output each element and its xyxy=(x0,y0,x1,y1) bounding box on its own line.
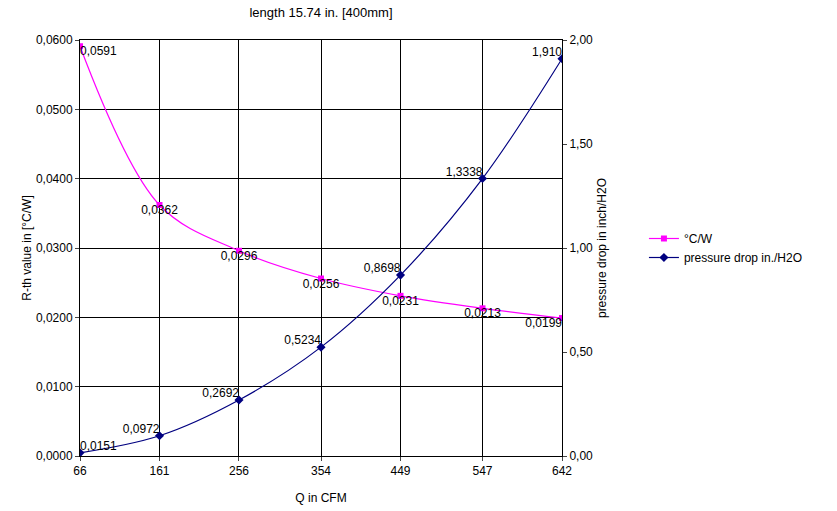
svg-text:0,0362: 0,0362 xyxy=(141,203,178,217)
svg-text:1,50: 1,50 xyxy=(569,137,593,151)
svg-text:1,00: 1,00 xyxy=(569,241,593,255)
svg-text:0,0400: 0,0400 xyxy=(36,172,73,186)
svg-text:0,0200: 0,0200 xyxy=(36,311,73,325)
svg-text:length 15.74 in. [400mm]: length 15.74 in. [400mm] xyxy=(249,5,392,20)
svg-text:0,0500: 0,0500 xyxy=(36,103,73,117)
svg-text:0,0972: 0,0972 xyxy=(123,422,160,436)
svg-text:0,0296: 0,0296 xyxy=(221,249,258,263)
svg-text:0,0300: 0,0300 xyxy=(36,241,73,255)
svg-text:0,50: 0,50 xyxy=(569,345,593,359)
svg-text:354: 354 xyxy=(311,464,331,478)
svg-text:547: 547 xyxy=(472,464,492,478)
svg-text:0,2692: 0,2692 xyxy=(202,386,239,400)
svg-text:2,00: 2,00 xyxy=(569,33,593,47)
svg-text:256: 256 xyxy=(229,464,249,478)
svg-text:°C/W: °C/W xyxy=(684,232,713,246)
svg-text:pressure drop in inch/H2O: pressure drop in inch/H2O xyxy=(595,178,609,318)
svg-text:0,0600: 0,0600 xyxy=(36,33,73,47)
svg-text:0,0000: 0,0000 xyxy=(36,449,73,463)
svg-text:R-th value in [°C/W]: R-th value in [°C/W] xyxy=(20,195,34,301)
svg-text:0,0199: 0,0199 xyxy=(525,316,562,330)
svg-text:0,0151: 0,0151 xyxy=(80,439,117,453)
svg-text:642: 642 xyxy=(552,464,572,478)
svg-text:0,8698: 0,8698 xyxy=(364,261,401,275)
svg-text:1,910: 1,910 xyxy=(532,45,562,59)
svg-text:0,5234: 0,5234 xyxy=(284,333,321,347)
svg-text:0,0591: 0,0591 xyxy=(80,44,117,58)
svg-text:161: 161 xyxy=(149,464,169,478)
svg-text:0,00: 0,00 xyxy=(569,449,593,463)
svg-text:0,0213: 0,0213 xyxy=(464,306,501,320)
svg-text:0,0256: 0,0256 xyxy=(303,277,340,291)
svg-text:0,0100: 0,0100 xyxy=(36,380,73,394)
svg-text:66: 66 xyxy=(73,464,87,478)
svg-text:1,3338: 1,3338 xyxy=(446,165,483,179)
svg-text:449: 449 xyxy=(390,464,410,478)
svg-text:pressure drop in./H2O: pressure drop in./H2O xyxy=(684,251,802,265)
svg-text:0,0231: 0,0231 xyxy=(382,294,419,308)
svg-text:Q in CFM: Q in CFM xyxy=(295,491,346,505)
